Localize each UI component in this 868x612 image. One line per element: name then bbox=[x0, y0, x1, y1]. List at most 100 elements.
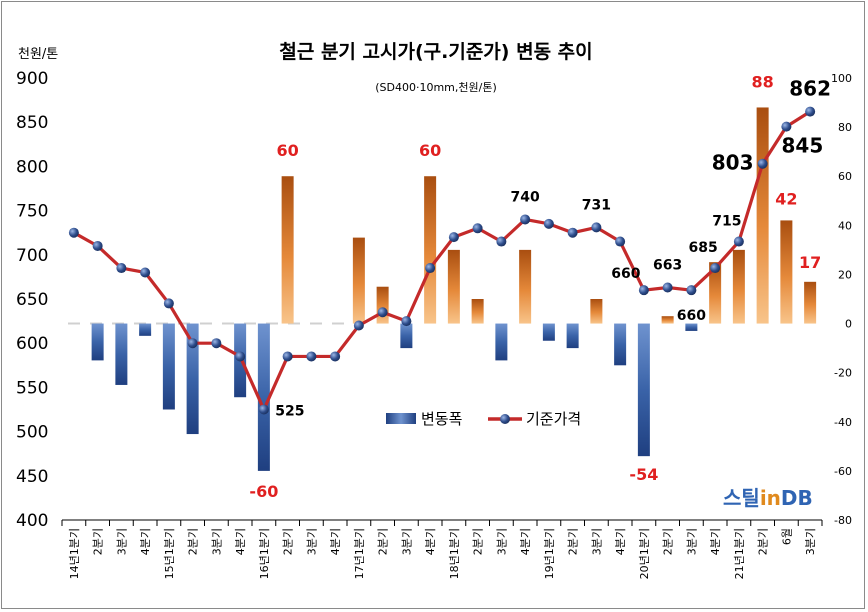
price-line bbox=[73, 110, 811, 412]
price-marker bbox=[68, 227, 79, 238]
legend-bar-label: 변동폭 bbox=[421, 410, 462, 428]
x-axis-category-label: 15년1분기 bbox=[163, 528, 176, 579]
x-axis-category-label: 2분기 bbox=[472, 528, 485, 555]
right-axis-tick-label: -20 bbox=[834, 367, 852, 380]
price-marker bbox=[567, 227, 578, 238]
change-bar bbox=[732, 249, 745, 324]
data-labels: -60 60 60 -54 88 42 17 525 740 731 660 663 660 685 715… bbox=[249, 72, 831, 500]
chart-title: 철근 분기 고시가(구.기준가) 변동 추이 bbox=[279, 41, 592, 63]
price-marker bbox=[330, 351, 341, 362]
x-axis-category-label: 4분기 bbox=[709, 528, 722, 555]
change-bar bbox=[186, 323, 199, 435]
x-axis-category-label: 21년1분기 bbox=[733, 528, 746, 579]
price-marker bbox=[140, 267, 151, 278]
x-axis-category-label: 3분기 bbox=[804, 528, 817, 555]
x-axis-category-label: 2분기 bbox=[92, 528, 105, 555]
x-axis-category-label: 4분기 bbox=[424, 528, 437, 555]
price-marker bbox=[282, 351, 293, 362]
price-data-label: 660 bbox=[611, 266, 640, 282]
price-marker bbox=[258, 404, 269, 415]
bar-data-label: 60 bbox=[276, 141, 298, 160]
change-bar bbox=[139, 323, 152, 336]
x-axis-category-label: 3분기 bbox=[495, 528, 508, 555]
price-marker bbox=[496, 236, 507, 247]
x-axis-category-label: 6월 bbox=[780, 528, 793, 545]
brand-logo-text: 스틸inDB bbox=[723, 486, 813, 510]
price-data-label: 845 bbox=[782, 134, 824, 158]
change-bar bbox=[91, 323, 104, 361]
price-marker bbox=[401, 316, 412, 327]
price-data-label: 740 bbox=[511, 189, 540, 205]
price-marker bbox=[116, 263, 127, 274]
price-data-label: 525 bbox=[275, 404, 304, 420]
change-bar bbox=[257, 323, 270, 471]
x-axis-category-label: 16년1분기 bbox=[258, 528, 271, 579]
price-marker bbox=[733, 236, 744, 247]
right-axis-tick-label: 60 bbox=[838, 170, 852, 183]
x-axis-category-label: 4분기 bbox=[139, 528, 152, 555]
x-axis: 14년1분기 2분기 3분기 4분기 15년1분기 2분기 3분기 4분기 16년1분기 2분기 3… bbox=[61, 519, 823, 579]
change-bar bbox=[162, 323, 175, 410]
price-marker bbox=[710, 263, 721, 274]
change-bar bbox=[637, 323, 650, 457]
price-marker bbox=[662, 282, 673, 293]
bar-data-label: 42 bbox=[775, 189, 797, 208]
bar-data-label: 17 bbox=[799, 253, 821, 272]
price-marker bbox=[472, 223, 483, 234]
change-bar bbox=[115, 323, 128, 385]
right-axis-tick-label: -40 bbox=[834, 416, 852, 429]
chart-subtitle: (SD400·10mm,천원/톤) bbox=[375, 80, 497, 94]
x-axis-category-label: 2분기 bbox=[187, 528, 200, 555]
right-axis-tick-label: 0 bbox=[845, 318, 852, 331]
left-axis: 900 850 800 750 700 650 600 550 500 450 400 bbox=[16, 69, 48, 531]
change-bar bbox=[519, 249, 532, 324]
x-axis-category-label: 4분기 bbox=[234, 528, 247, 555]
price-marker bbox=[163, 298, 174, 309]
price-marker bbox=[92, 240, 103, 251]
line-series bbox=[73, 110, 811, 412]
left-axis-tick-label: 700 bbox=[16, 246, 48, 266]
price-marker bbox=[425, 263, 436, 274]
x-axis-category-label: 3분기 bbox=[115, 528, 128, 555]
left-axis-tick-label: 650 bbox=[16, 290, 48, 310]
left-axis-tick-label: 850 bbox=[16, 113, 48, 133]
price-marker bbox=[615, 236, 626, 247]
right-axis-tick-label: -80 bbox=[834, 514, 852, 527]
change-bar bbox=[709, 262, 722, 324]
price-marker bbox=[448, 232, 459, 243]
price-marker bbox=[306, 351, 317, 362]
x-axis-category-label: 17년1분기 bbox=[353, 528, 366, 579]
price-marker bbox=[377, 307, 388, 318]
change-bar bbox=[685, 323, 698, 331]
change-bar bbox=[614, 323, 627, 366]
price-marker bbox=[638, 285, 649, 296]
price-data-label: 862 bbox=[789, 77, 831, 101]
x-axis-category-label: 18년1분기 bbox=[448, 528, 461, 579]
right-axis-tick-label: -60 bbox=[834, 465, 852, 478]
change-bar bbox=[780, 220, 793, 324]
change-bar bbox=[352, 237, 365, 324]
right-axis-tick-label: 80 bbox=[838, 121, 852, 134]
price-marker bbox=[520, 214, 531, 225]
price-marker bbox=[781, 121, 792, 132]
change-bar bbox=[447, 249, 460, 324]
price-data-label: 715 bbox=[712, 214, 741, 230]
change-bar bbox=[756, 107, 769, 324]
price-marker bbox=[187, 338, 198, 349]
bar-series bbox=[91, 107, 817, 471]
change-bar bbox=[400, 323, 413, 349]
x-axis-category-label: 2분기 bbox=[567, 528, 580, 555]
bar-data-label: 88 bbox=[751, 72, 773, 91]
right-axis-tick-label: 100 bbox=[831, 72, 852, 85]
price-data-label: 663 bbox=[653, 258, 682, 274]
brand-logo: 스틸inDB bbox=[723, 486, 813, 510]
left-axis-tick-label: 500 bbox=[16, 423, 48, 443]
change-bar bbox=[804, 281, 817, 324]
price-marker bbox=[805, 106, 816, 117]
bar-data-label: 60 bbox=[419, 141, 441, 160]
change-bar bbox=[566, 323, 579, 349]
price-marker bbox=[211, 338, 222, 349]
change-bar bbox=[471, 299, 484, 324]
change-bar bbox=[542, 323, 555, 341]
price-data-label: 660 bbox=[677, 308, 706, 324]
